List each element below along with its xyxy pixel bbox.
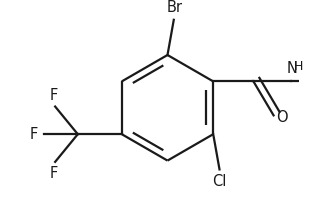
Text: F: F — [29, 127, 38, 142]
Text: Br: Br — [167, 0, 183, 15]
Text: N: N — [286, 61, 297, 76]
Text: F: F — [50, 166, 58, 181]
Text: H: H — [293, 60, 303, 73]
Text: Cl: Cl — [212, 174, 227, 189]
Text: F: F — [50, 88, 58, 103]
Text: O: O — [277, 110, 288, 125]
